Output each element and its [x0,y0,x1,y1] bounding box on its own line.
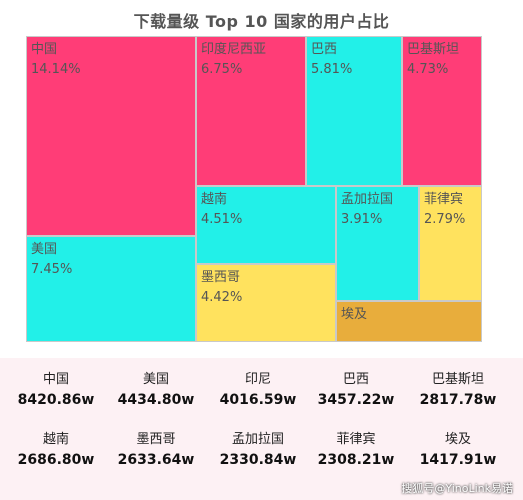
tile-name: 印度尼西亚 [201,42,267,57]
tile-name: 美国 [31,242,58,257]
stat-value: 2817.78w [419,392,497,408]
tile-label: 孟加拉国 3.91% [341,190,393,230]
tile-label: 埃及 [341,305,367,325]
stat-country: 越南 [42,432,69,447]
treemap-tile: 中国 14.14% [26,36,196,236]
treemap-tile: 巴基斯坦 4.73% [402,36,482,186]
tile-name: 巴基斯坦 [407,42,460,57]
tile-label: 墨西哥 4.42% [201,268,242,308]
stat-country: 埃及 [444,432,471,447]
stat-country: 印尼 [244,372,271,387]
download-stats-panel: 中国 8420.86w 美国 4434.80w 印尼 4016.59w 巴西 3457.22w… [0,358,523,500]
stat-value: 4434.80w [117,392,195,408]
source-watermark: 搜狐号@YinoLink易诺 [401,482,513,495]
tile-label: 巴基斯坦 4.73% [407,40,459,80]
treemap-tile: 墨西哥 4.42% [196,264,336,342]
treemap-tile: 越南 4.51% [196,186,336,264]
stat-country: 墨西哥 [136,432,176,447]
treemap-tile: 菲律宾 2.79% [419,186,482,301]
stat-item: 中国 8420.86w [6,372,106,409]
tile-label: 中国 14.14% [31,40,81,80]
chart-title: 下载量级 Top 10 国家的用户占比 [133,12,390,31]
stat-item: 墨西哥 2633.64w [106,432,206,469]
treemap-tile: 美国 7.45% [26,236,196,342]
tile-label: 巴西 5.81% [311,40,352,80]
stat-value: 2686.80w [17,452,95,468]
tile-value: 7.45% [31,262,73,277]
stat-value: 3457.22w [317,392,395,408]
stat-country: 巴基斯坦 [431,372,484,387]
tile-label: 美国 7.45% [31,240,72,280]
tile-label: 印度尼西亚 6.75% [201,40,266,80]
tile-value: 2.79% [424,212,466,227]
tile-name: 中国 [31,42,58,57]
stat-item: 孟加拉国 2330.84w [208,432,308,469]
stat-country: 巴西 [342,372,369,387]
tile-value: 5.81% [311,62,353,77]
tile-name: 孟加拉国 [341,192,394,207]
stat-value: 2330.84w [219,452,297,468]
tile-label: 菲律宾 2.79% [424,190,465,230]
tile-name: 墨西哥 [201,270,241,285]
stat-value: 1417.91w [419,452,497,468]
stat-value: 8420.86w [17,392,95,408]
stat-value: 4016.59w [219,392,297,408]
tile-name: 菲律宾 [424,192,464,207]
tile-label: 越南 4.51% [201,190,242,230]
tile-name: 越南 [201,192,228,207]
stat-country: 孟加拉国 [231,432,284,447]
stat-country: 美国 [142,372,169,387]
stat-item: 巴基斯坦 2817.78w [408,372,508,409]
treemap-tile: 埃及 [336,301,482,342]
stat-item: 巴西 3457.22w [306,372,406,409]
treemap-tile: 印度尼西亚 6.75% [196,36,306,186]
tile-name: 巴西 [311,42,338,57]
stat-item: 菲律宾 2308.21w [306,432,406,469]
stat-country: 中国 [42,372,69,387]
stat-item: 埃及 1417.91w [408,432,508,469]
tile-value: 4.51% [201,212,243,227]
stat-item: 美国 4434.80w [106,372,206,409]
treemap-plot-area: 中国 14.14% 美国 7.45% 印度尼西亚 6.75% 巴西 5.81% 巴基斯坦 4.73… [26,36,482,342]
tile-value: 14.14% [31,62,81,77]
stat-value: 2633.64w [117,452,195,468]
treemap-tile: 巴西 5.81% [306,36,402,186]
stat-value: 2308.21w [317,452,395,468]
treemap-tile: 孟加拉国 3.91% [336,186,419,301]
treemap-chart-card: 中国 14.14% 美国 7.45% 印度尼西亚 6.75% 巴西 5.81% 巴基斯坦 4.73… [26,12,482,342]
stat-item: 印尼 4016.59w [208,372,308,409]
tile-value: 3.91% [341,212,383,227]
tile-name: 埃及 [341,307,368,322]
stat-item: 越南 2686.80w [6,432,106,469]
stat-country: 菲律宾 [336,432,376,447]
tile-value: 6.75% [201,62,243,77]
tile-value: 4.42% [201,290,243,305]
tile-value: 4.73% [407,62,449,77]
